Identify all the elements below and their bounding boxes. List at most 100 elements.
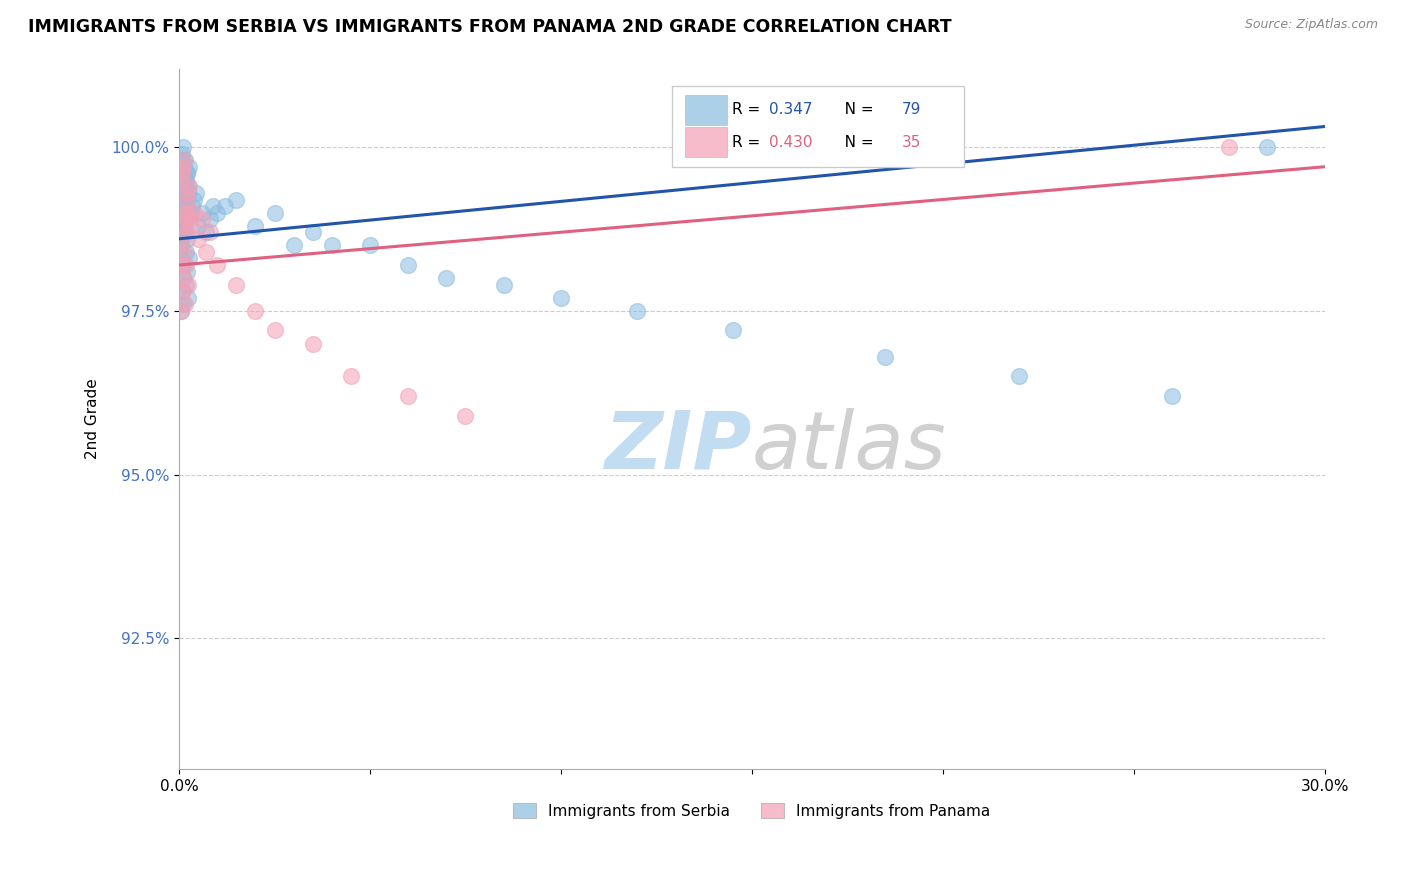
Point bbox=[550, 291, 572, 305]
Point bbox=[170, 146, 193, 161]
Text: R =: R = bbox=[733, 135, 765, 150]
Point bbox=[173, 219, 195, 233]
Point bbox=[174, 277, 197, 292]
Text: atlas: atlas bbox=[752, 408, 946, 486]
Point bbox=[176, 186, 198, 200]
Text: N =: N = bbox=[830, 135, 879, 150]
Point bbox=[176, 264, 198, 278]
Point bbox=[172, 219, 194, 233]
Point bbox=[173, 205, 195, 219]
Point bbox=[176, 212, 198, 227]
FancyBboxPatch shape bbox=[672, 86, 963, 167]
Text: IMMIGRANTS FROM SERBIA VS IMMIGRANTS FROM PANAMA 2ND GRADE CORRELATION CHART: IMMIGRANTS FROM SERBIA VS IMMIGRANTS FRO… bbox=[28, 18, 952, 36]
Point bbox=[170, 238, 193, 252]
Point bbox=[194, 244, 217, 259]
Point bbox=[180, 219, 202, 233]
Point bbox=[174, 173, 197, 187]
Point bbox=[173, 271, 195, 285]
Point bbox=[263, 205, 285, 219]
Point bbox=[170, 303, 193, 318]
Point bbox=[173, 205, 195, 219]
Point bbox=[174, 205, 197, 219]
Legend: Immigrants from Serbia, Immigrants from Panama: Immigrants from Serbia, Immigrants from … bbox=[508, 797, 997, 825]
Point bbox=[174, 212, 197, 227]
Y-axis label: 2nd Grade: 2nd Grade bbox=[86, 378, 100, 459]
FancyBboxPatch shape bbox=[685, 95, 727, 125]
Text: N =: N = bbox=[830, 103, 879, 118]
Point bbox=[173, 173, 195, 187]
Point bbox=[454, 409, 477, 423]
Point bbox=[263, 324, 285, 338]
Point bbox=[198, 225, 221, 239]
Point bbox=[1256, 140, 1278, 154]
Point bbox=[173, 258, 195, 272]
Point bbox=[173, 153, 195, 168]
Point bbox=[1008, 369, 1031, 384]
Point bbox=[191, 205, 214, 219]
Point bbox=[173, 193, 195, 207]
Point bbox=[173, 225, 195, 239]
Text: ZIP: ZIP bbox=[605, 408, 752, 486]
Point bbox=[176, 193, 198, 207]
Point bbox=[875, 350, 897, 364]
Point bbox=[1218, 140, 1240, 154]
Point bbox=[176, 166, 198, 180]
Point bbox=[176, 193, 198, 207]
Point bbox=[434, 271, 457, 285]
Point bbox=[170, 252, 193, 266]
Point bbox=[176, 258, 198, 272]
Point bbox=[321, 238, 343, 252]
Point bbox=[492, 277, 515, 292]
Text: R =: R = bbox=[733, 103, 765, 118]
Point bbox=[176, 244, 198, 259]
Point bbox=[174, 193, 197, 207]
Text: 0.430: 0.430 bbox=[769, 135, 813, 150]
Point bbox=[172, 140, 194, 154]
Text: 79: 79 bbox=[901, 103, 921, 118]
Point bbox=[194, 225, 217, 239]
Point bbox=[173, 212, 195, 227]
Point bbox=[191, 212, 214, 227]
Point bbox=[170, 238, 193, 252]
Point bbox=[301, 336, 323, 351]
Point bbox=[170, 303, 193, 318]
Point bbox=[172, 199, 194, 213]
Point bbox=[721, 324, 744, 338]
Point bbox=[245, 219, 267, 233]
Point bbox=[396, 389, 419, 403]
Point bbox=[177, 160, 200, 174]
Point bbox=[225, 193, 247, 207]
Point bbox=[180, 205, 202, 219]
Point bbox=[301, 225, 323, 239]
Point bbox=[172, 205, 194, 219]
Point bbox=[626, 303, 648, 318]
Point bbox=[183, 205, 205, 219]
Text: Source: ZipAtlas.com: Source: ZipAtlas.com bbox=[1244, 18, 1378, 31]
Point bbox=[170, 284, 193, 298]
Point bbox=[174, 199, 197, 213]
Point bbox=[207, 205, 229, 219]
Point bbox=[170, 166, 193, 180]
Point bbox=[396, 258, 419, 272]
Point bbox=[173, 199, 195, 213]
Point bbox=[172, 205, 194, 219]
Point bbox=[187, 219, 209, 233]
Point bbox=[177, 252, 200, 266]
Point bbox=[177, 291, 200, 305]
Point bbox=[172, 160, 194, 174]
Point bbox=[172, 219, 194, 233]
Point bbox=[176, 179, 198, 194]
Point bbox=[174, 225, 197, 239]
Point bbox=[177, 179, 200, 194]
Point bbox=[340, 369, 363, 384]
Point bbox=[172, 258, 194, 272]
Point bbox=[176, 166, 198, 180]
Point bbox=[187, 232, 209, 246]
Point bbox=[207, 258, 229, 272]
Point bbox=[172, 297, 194, 311]
Point bbox=[172, 225, 194, 239]
Point bbox=[176, 186, 198, 200]
Point bbox=[174, 297, 197, 311]
Point bbox=[214, 199, 236, 213]
Point bbox=[170, 232, 193, 246]
